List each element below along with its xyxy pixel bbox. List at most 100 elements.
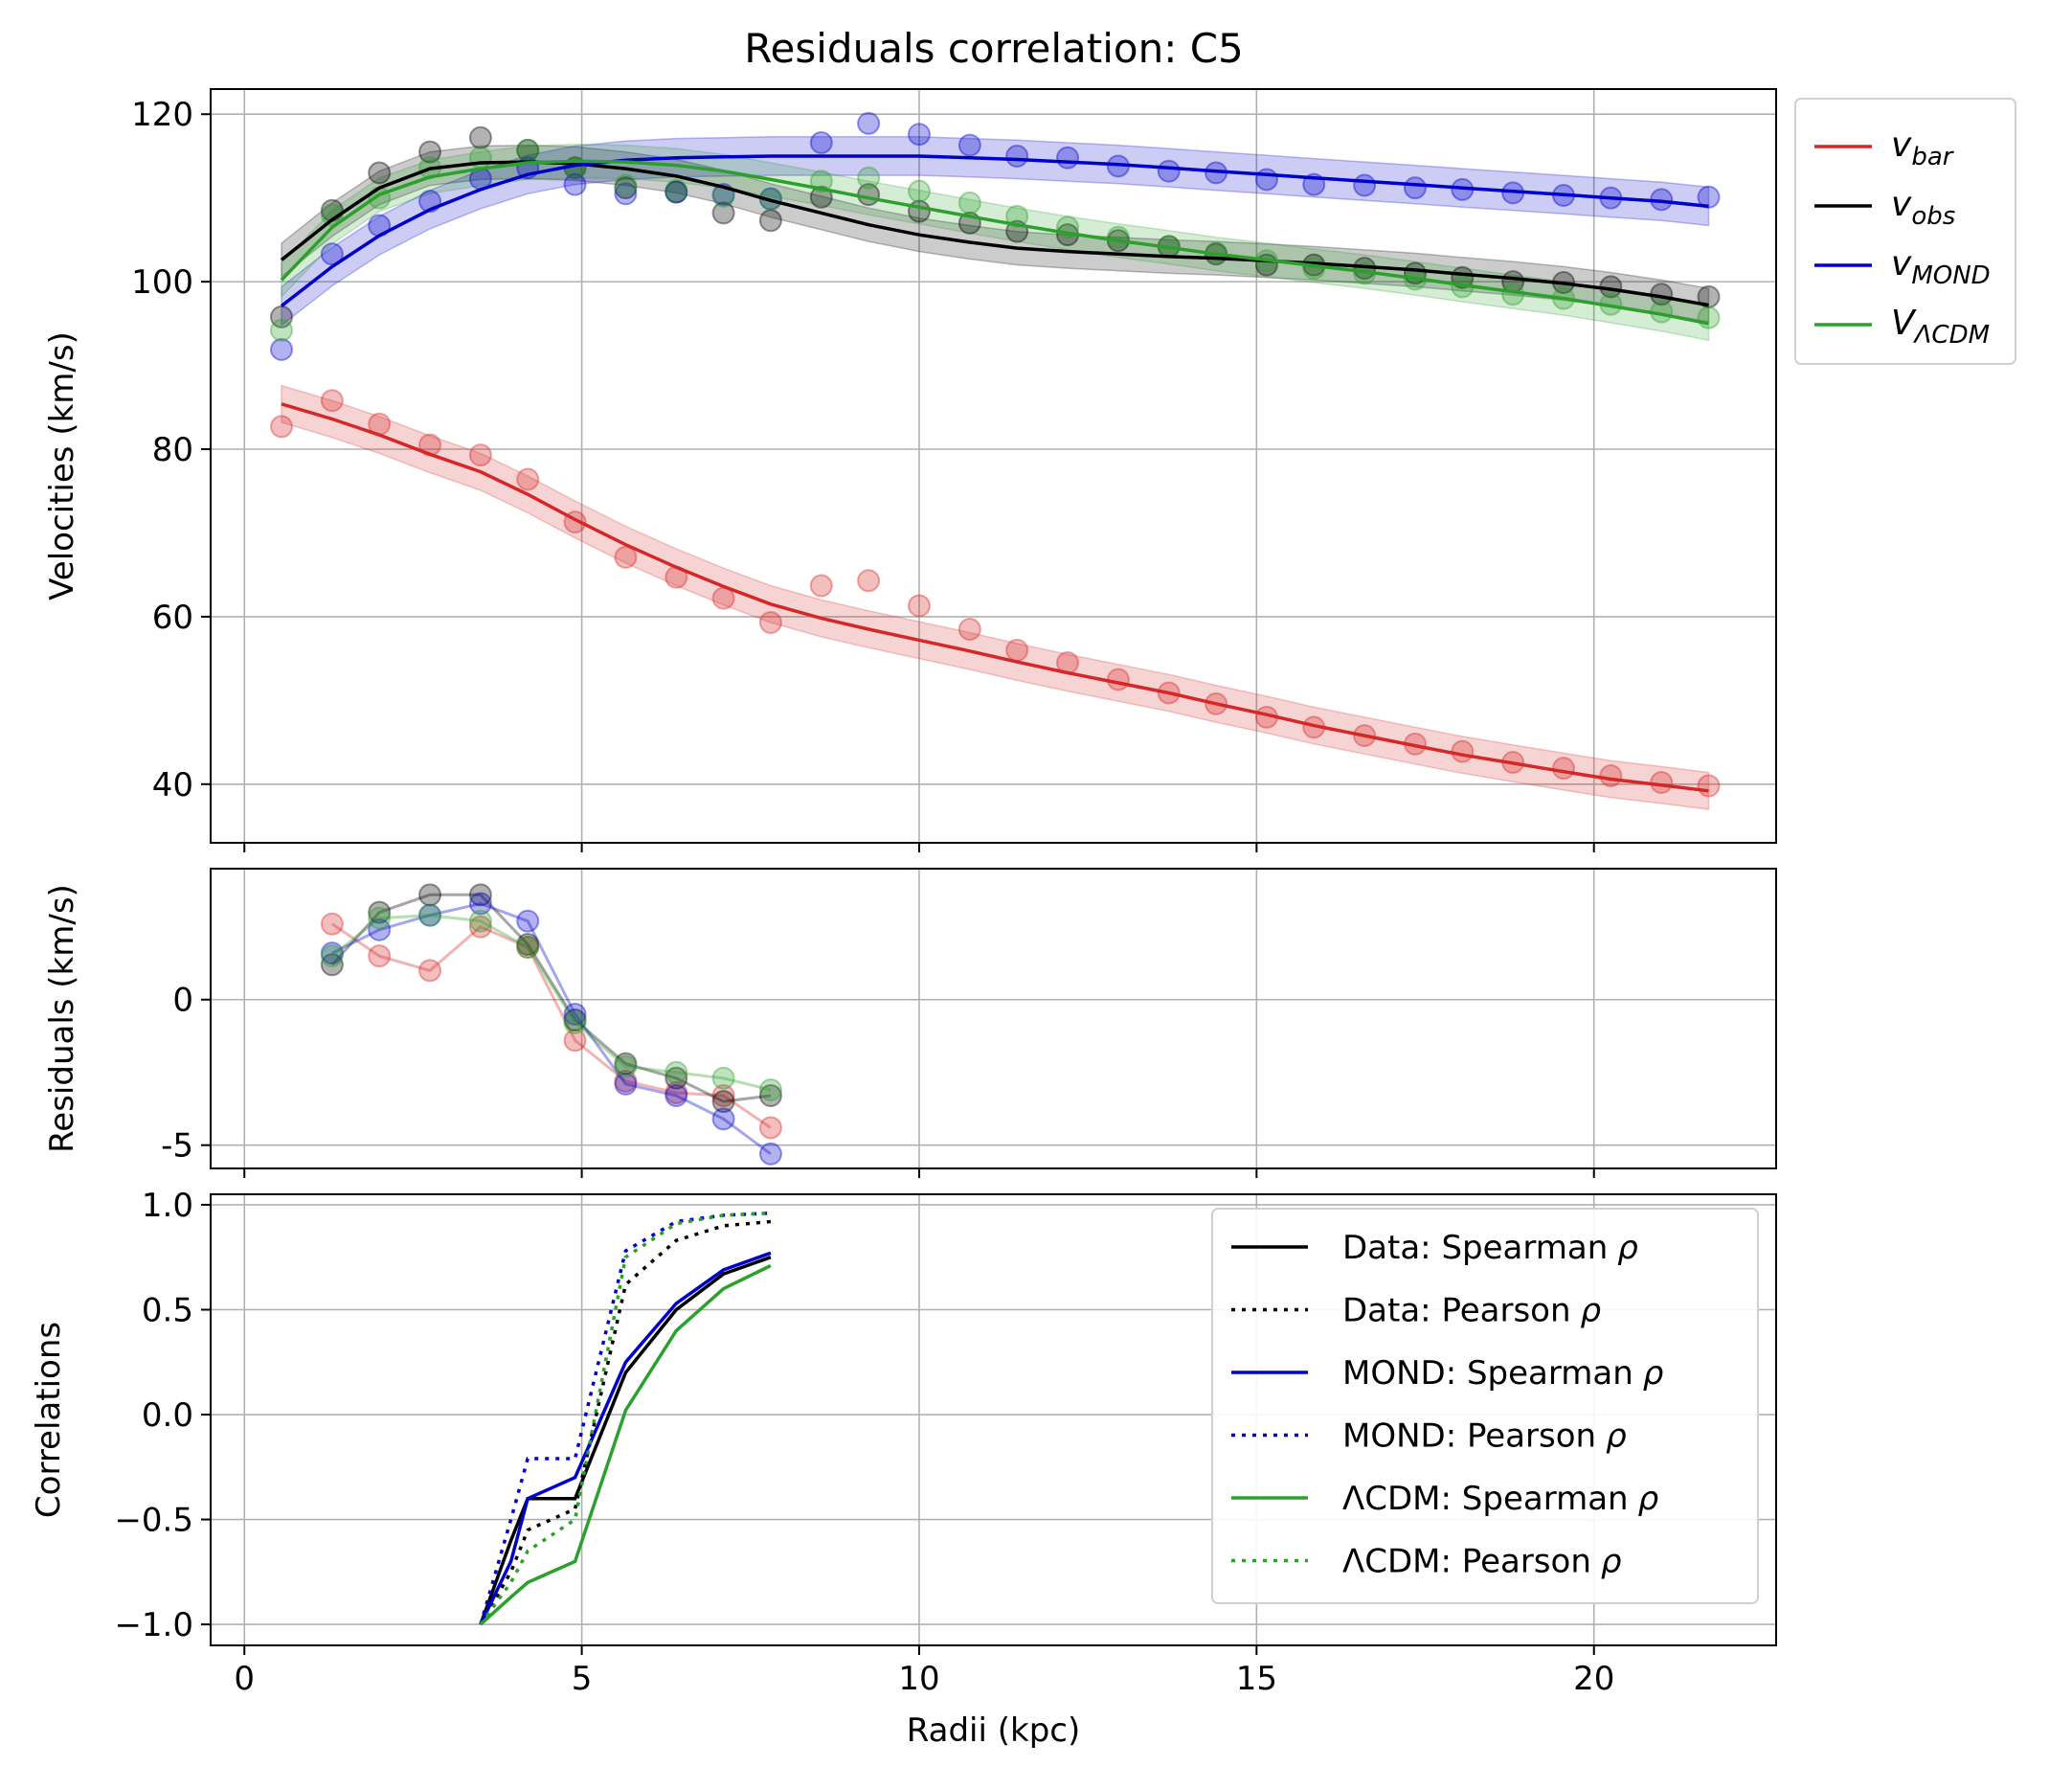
residual-series <box>320 883 782 1114</box>
residual-line <box>331 922 772 1129</box>
plot-marks <box>320 883 782 1166</box>
x-tick-label: 0 <box>234 1660 255 1698</box>
residual-point <box>758 1116 782 1140</box>
legend-subscript: obs <box>1911 202 1955 231</box>
residual-line <box>330 914 772 1092</box>
data-point <box>516 138 540 162</box>
residual-point <box>368 900 392 924</box>
legend-symbol: v <box>1891 244 1912 283</box>
data-point <box>758 611 782 635</box>
legend-subscript: bar <box>1911 143 1954 171</box>
y-axis-label: Velocities (km/s) <box>43 331 81 600</box>
data-point <box>269 305 293 329</box>
data-point <box>1697 284 1721 308</box>
axes-border <box>210 868 1777 1169</box>
data-point <box>907 594 931 618</box>
data-point <box>1552 757 1576 781</box>
residual-point <box>664 1066 688 1090</box>
correlations-panel: 0 5 10 15 20 −1.0 −0.5 0.0 0.5 1.0 Correlations Rad… <box>30 1187 1777 1750</box>
grid <box>211 869 1776 1168</box>
legend-entry: ΛCDM: Pearson ρ <box>1342 1543 1622 1581</box>
data-point <box>1697 774 1721 798</box>
legend-entry: Data: Spearman ρ <box>1342 1229 1638 1267</box>
data-point <box>1697 306 1721 329</box>
data-point <box>857 111 881 135</box>
series-bar <box>281 384 1710 810</box>
data-point <box>957 133 981 157</box>
legend-symbol: ρ <box>1581 1292 1602 1330</box>
residual-point <box>516 909 540 933</box>
data-point <box>1353 173 1377 197</box>
residual-point <box>320 953 344 977</box>
residual-point <box>468 883 492 907</box>
residual-point <box>516 933 540 957</box>
plot-marks <box>479 1211 772 1626</box>
data-point <box>269 337 293 361</box>
residual-point <box>320 941 344 965</box>
residual-point <box>320 912 344 936</box>
series-points-bar <box>269 389 1721 798</box>
data-point <box>1005 638 1029 662</box>
legend-entry: MOND: Spearman ρ <box>1342 1354 1664 1393</box>
y-tick-label: −1.0 <box>114 1606 193 1644</box>
data-point <box>809 185 833 209</box>
y-tick-label: -5 <box>161 1127 193 1166</box>
confidence-band <box>281 136 1710 328</box>
data-point <box>1403 176 1427 200</box>
residual-point <box>563 1002 587 1026</box>
data-point <box>614 173 638 197</box>
data-point <box>368 161 392 185</box>
y-tick-label: −0.5 <box>114 1502 193 1540</box>
residual-point <box>664 1060 688 1084</box>
data-point <box>516 467 540 491</box>
grid <box>211 1194 1776 1645</box>
plot-marks <box>269 111 1721 810</box>
axes-border <box>210 1193 1777 1646</box>
data-point <box>320 389 344 413</box>
legend-symbol: V <box>1891 304 1917 343</box>
residual-point <box>614 1069 638 1093</box>
legend-entry: VΛCDM <box>1891 304 1990 350</box>
y-tick-label: 40 <box>152 766 193 804</box>
fit-line-mond <box>280 154 1709 307</box>
residual-series <box>320 892 782 1166</box>
data-point <box>1005 144 1029 168</box>
legend-symbol: ρ <box>1617 1229 1638 1267</box>
data-point <box>664 178 688 202</box>
residual-point <box>614 1054 638 1078</box>
residual-series <box>320 912 782 1140</box>
data-point <box>907 123 931 147</box>
x-tick-label: 15 <box>1236 1660 1277 1698</box>
x-tick-label: 20 <box>1573 1660 1614 1698</box>
legend-subscript: MOND <box>1911 261 1990 290</box>
data-point <box>857 569 881 593</box>
legend-entry: vMOND <box>1891 244 1991 290</box>
y-tick-label: 80 <box>152 431 193 469</box>
residual-point <box>418 903 442 927</box>
data-point <box>957 191 981 215</box>
residual-point <box>758 1142 782 1166</box>
data-point <box>1451 739 1475 763</box>
axes-frame: 40 60 80 100 120 <box>131 88 1777 852</box>
x-tick-label: 5 <box>572 1660 593 1698</box>
legend-label: MOND: Pearson <box>1342 1417 1596 1456</box>
y-tick-label: 60 <box>152 599 193 637</box>
y-tick-label: 100 <box>131 263 193 302</box>
legend-frame <box>1211 1208 1759 1604</box>
residual-point <box>614 1052 638 1076</box>
residual-line <box>330 893 772 1103</box>
legend-label: Data: Pearson <box>1342 1292 1571 1330</box>
data-point <box>907 199 931 223</box>
axes-frame: 0 5 10 15 20 −1.0 −0.5 0.0 0.5 1.0 <box>114 1187 1777 1698</box>
axes-frame: -5 0 <box>161 868 1777 1178</box>
fit-line-λcdm <box>280 159 1709 326</box>
residual-point <box>516 936 540 960</box>
data-point <box>664 180 688 204</box>
y-axis-label: Correlations <box>30 1322 68 1518</box>
legend-label: Data: Spearman <box>1342 1229 1608 1267</box>
residual-point <box>563 1029 587 1053</box>
residual-point <box>368 918 392 941</box>
legend-entry: Data: Pearson ρ <box>1342 1292 1602 1330</box>
residual-point <box>468 909 492 933</box>
